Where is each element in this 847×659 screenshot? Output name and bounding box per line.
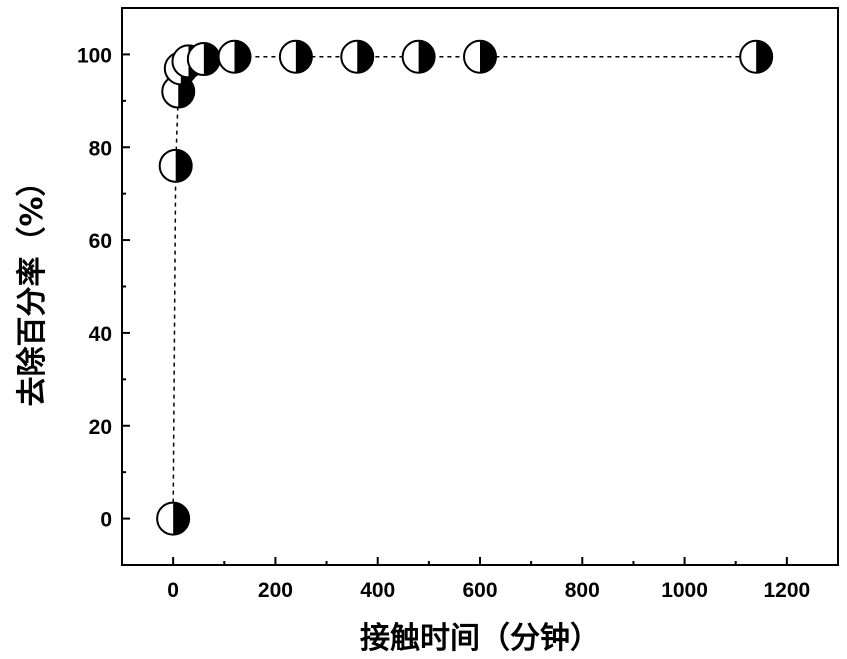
x-tick-label: 400 xyxy=(360,579,395,602)
x-tick-label: 600 xyxy=(462,579,497,602)
y-axis-title: 去除百分率（%） xyxy=(15,166,50,406)
x-axis-title: 接触时间（分钟） xyxy=(360,621,600,656)
data-point xyxy=(463,39,497,74)
data-point xyxy=(217,39,252,74)
data-point xyxy=(158,148,193,183)
y-tick-label: 40 xyxy=(89,323,112,346)
x-tick-label: 1200 xyxy=(763,579,810,602)
plot-frame xyxy=(121,7,839,566)
x-tick-label: 0 xyxy=(167,579,179,602)
data-point xyxy=(156,501,191,536)
data-point xyxy=(739,39,774,74)
data-point xyxy=(278,39,313,74)
x-tick-label: 1000 xyxy=(661,579,708,602)
y-tick-label: 100 xyxy=(77,44,112,67)
series-line xyxy=(172,55,757,519)
x-tick-label: 800 xyxy=(565,579,600,602)
x-axis: 0 200 400 600 800 1000 1200 xyxy=(167,557,810,602)
y-tick-label: 20 xyxy=(89,416,112,439)
data-point xyxy=(186,42,221,77)
data-point xyxy=(340,39,375,74)
y-tick-label: 0 xyxy=(100,509,112,532)
y-tick-label: 80 xyxy=(89,137,112,160)
y-tick-label: 60 xyxy=(89,230,112,253)
x-tick-label: 200 xyxy=(258,579,293,602)
y-axis: 0 20 40 60 80 100 xyxy=(77,44,130,532)
data-point xyxy=(401,39,436,74)
plot-content xyxy=(156,39,774,536)
